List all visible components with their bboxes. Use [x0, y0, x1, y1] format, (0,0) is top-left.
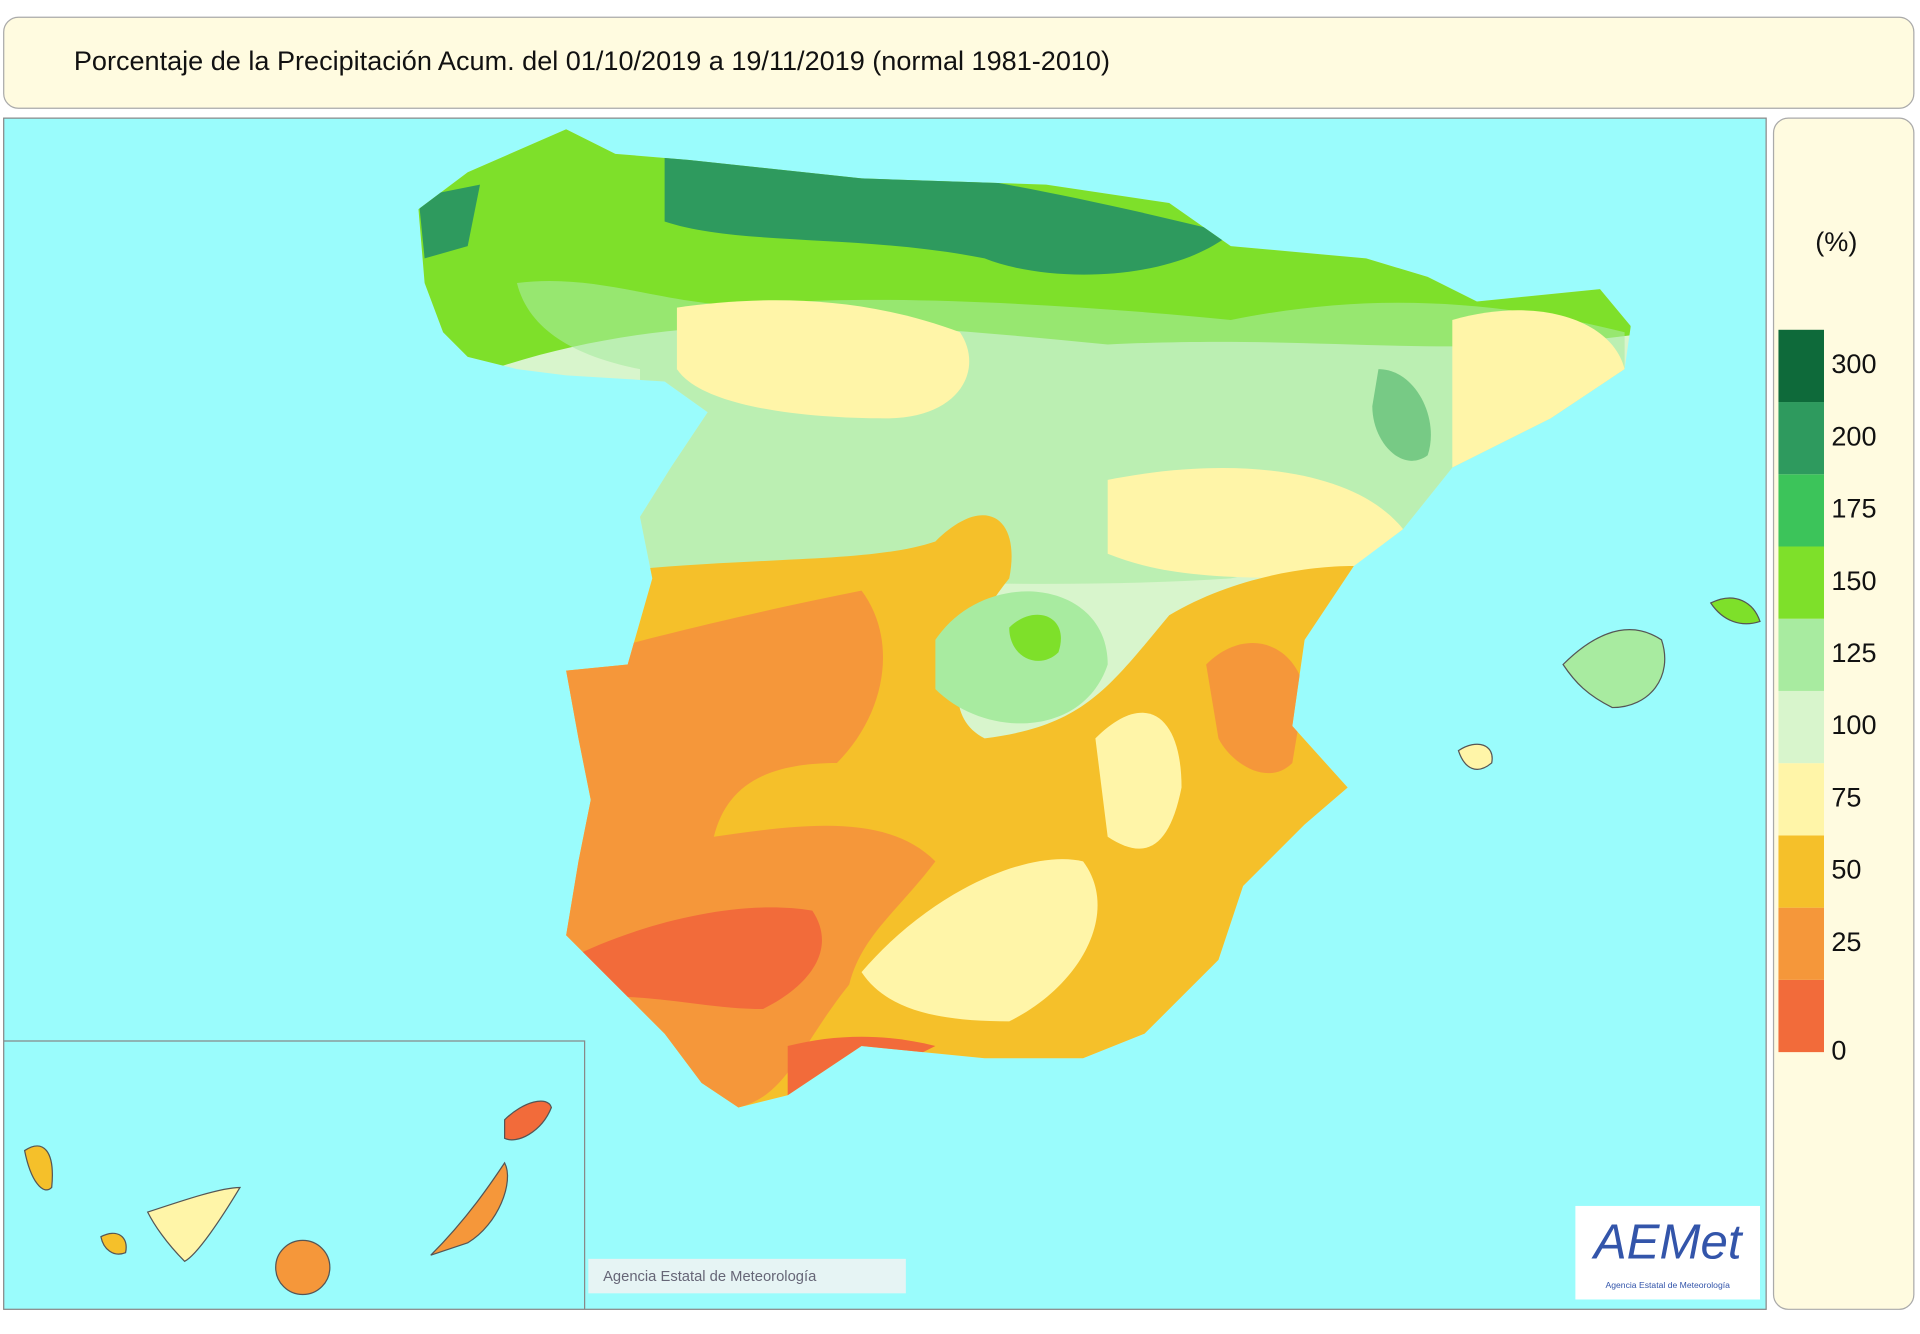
ibiza	[1457, 743, 1493, 770]
title: Porcentaje de la Precipitación Acum. del…	[74, 45, 1110, 76]
legend-swatch	[1778, 618, 1824, 691]
legend-swatch	[1778, 402, 1824, 475]
legend: 0 25 50 75 100 125 150 175 200 300	[1778, 329, 1877, 1065]
legend-label: 150	[1831, 565, 1876, 596]
legend-swatch	[1778, 329, 1824, 403]
credit: Agencia Estatal de Meteorología	[603, 1269, 817, 1285]
island	[504, 1100, 553, 1141]
island	[23, 1145, 53, 1191]
legend-label: 300	[1831, 348, 1876, 379]
menorca	[1709, 597, 1761, 625]
legend-swatch	[1778, 474, 1824, 547]
island	[146, 1186, 242, 1263]
logo-box	[1575, 1205, 1760, 1300]
legend-swatch	[1778, 835, 1824, 908]
legend-label: 200	[1831, 420, 1876, 451]
legend-swatch	[1778, 690, 1824, 764]
logo: AEMet	[1591, 1214, 1744, 1269]
legend-label: 175	[1831, 493, 1876, 524]
legend-unit: (%)	[1815, 226, 1857, 257]
legend-label: 25	[1831, 926, 1861, 957]
legend-swatch	[1778, 763, 1824, 836]
legend-label: 125	[1831, 637, 1876, 668]
mallorca	[1562, 629, 1666, 709]
logo-subtitle: Agencia Estatal de Meteorología	[1605, 1280, 1730, 1290]
legend-swatch	[1778, 979, 1824, 1053]
canary-inset	[3, 1040, 586, 1310]
legend-label: 100	[1831, 709, 1876, 740]
island	[100, 1232, 127, 1255]
legend-label: 50	[1831, 854, 1861, 885]
island	[275, 1239, 331, 1296]
legend-label: 75	[1831, 781, 1861, 812]
title-box	[3, 16, 1915, 109]
island	[430, 1161, 509, 1256]
legend-swatch	[1778, 907, 1824, 980]
credit-box	[588, 1258, 906, 1294]
legend-label: 0	[1831, 1034, 1846, 1065]
legend-swatch	[1778, 546, 1824, 619]
